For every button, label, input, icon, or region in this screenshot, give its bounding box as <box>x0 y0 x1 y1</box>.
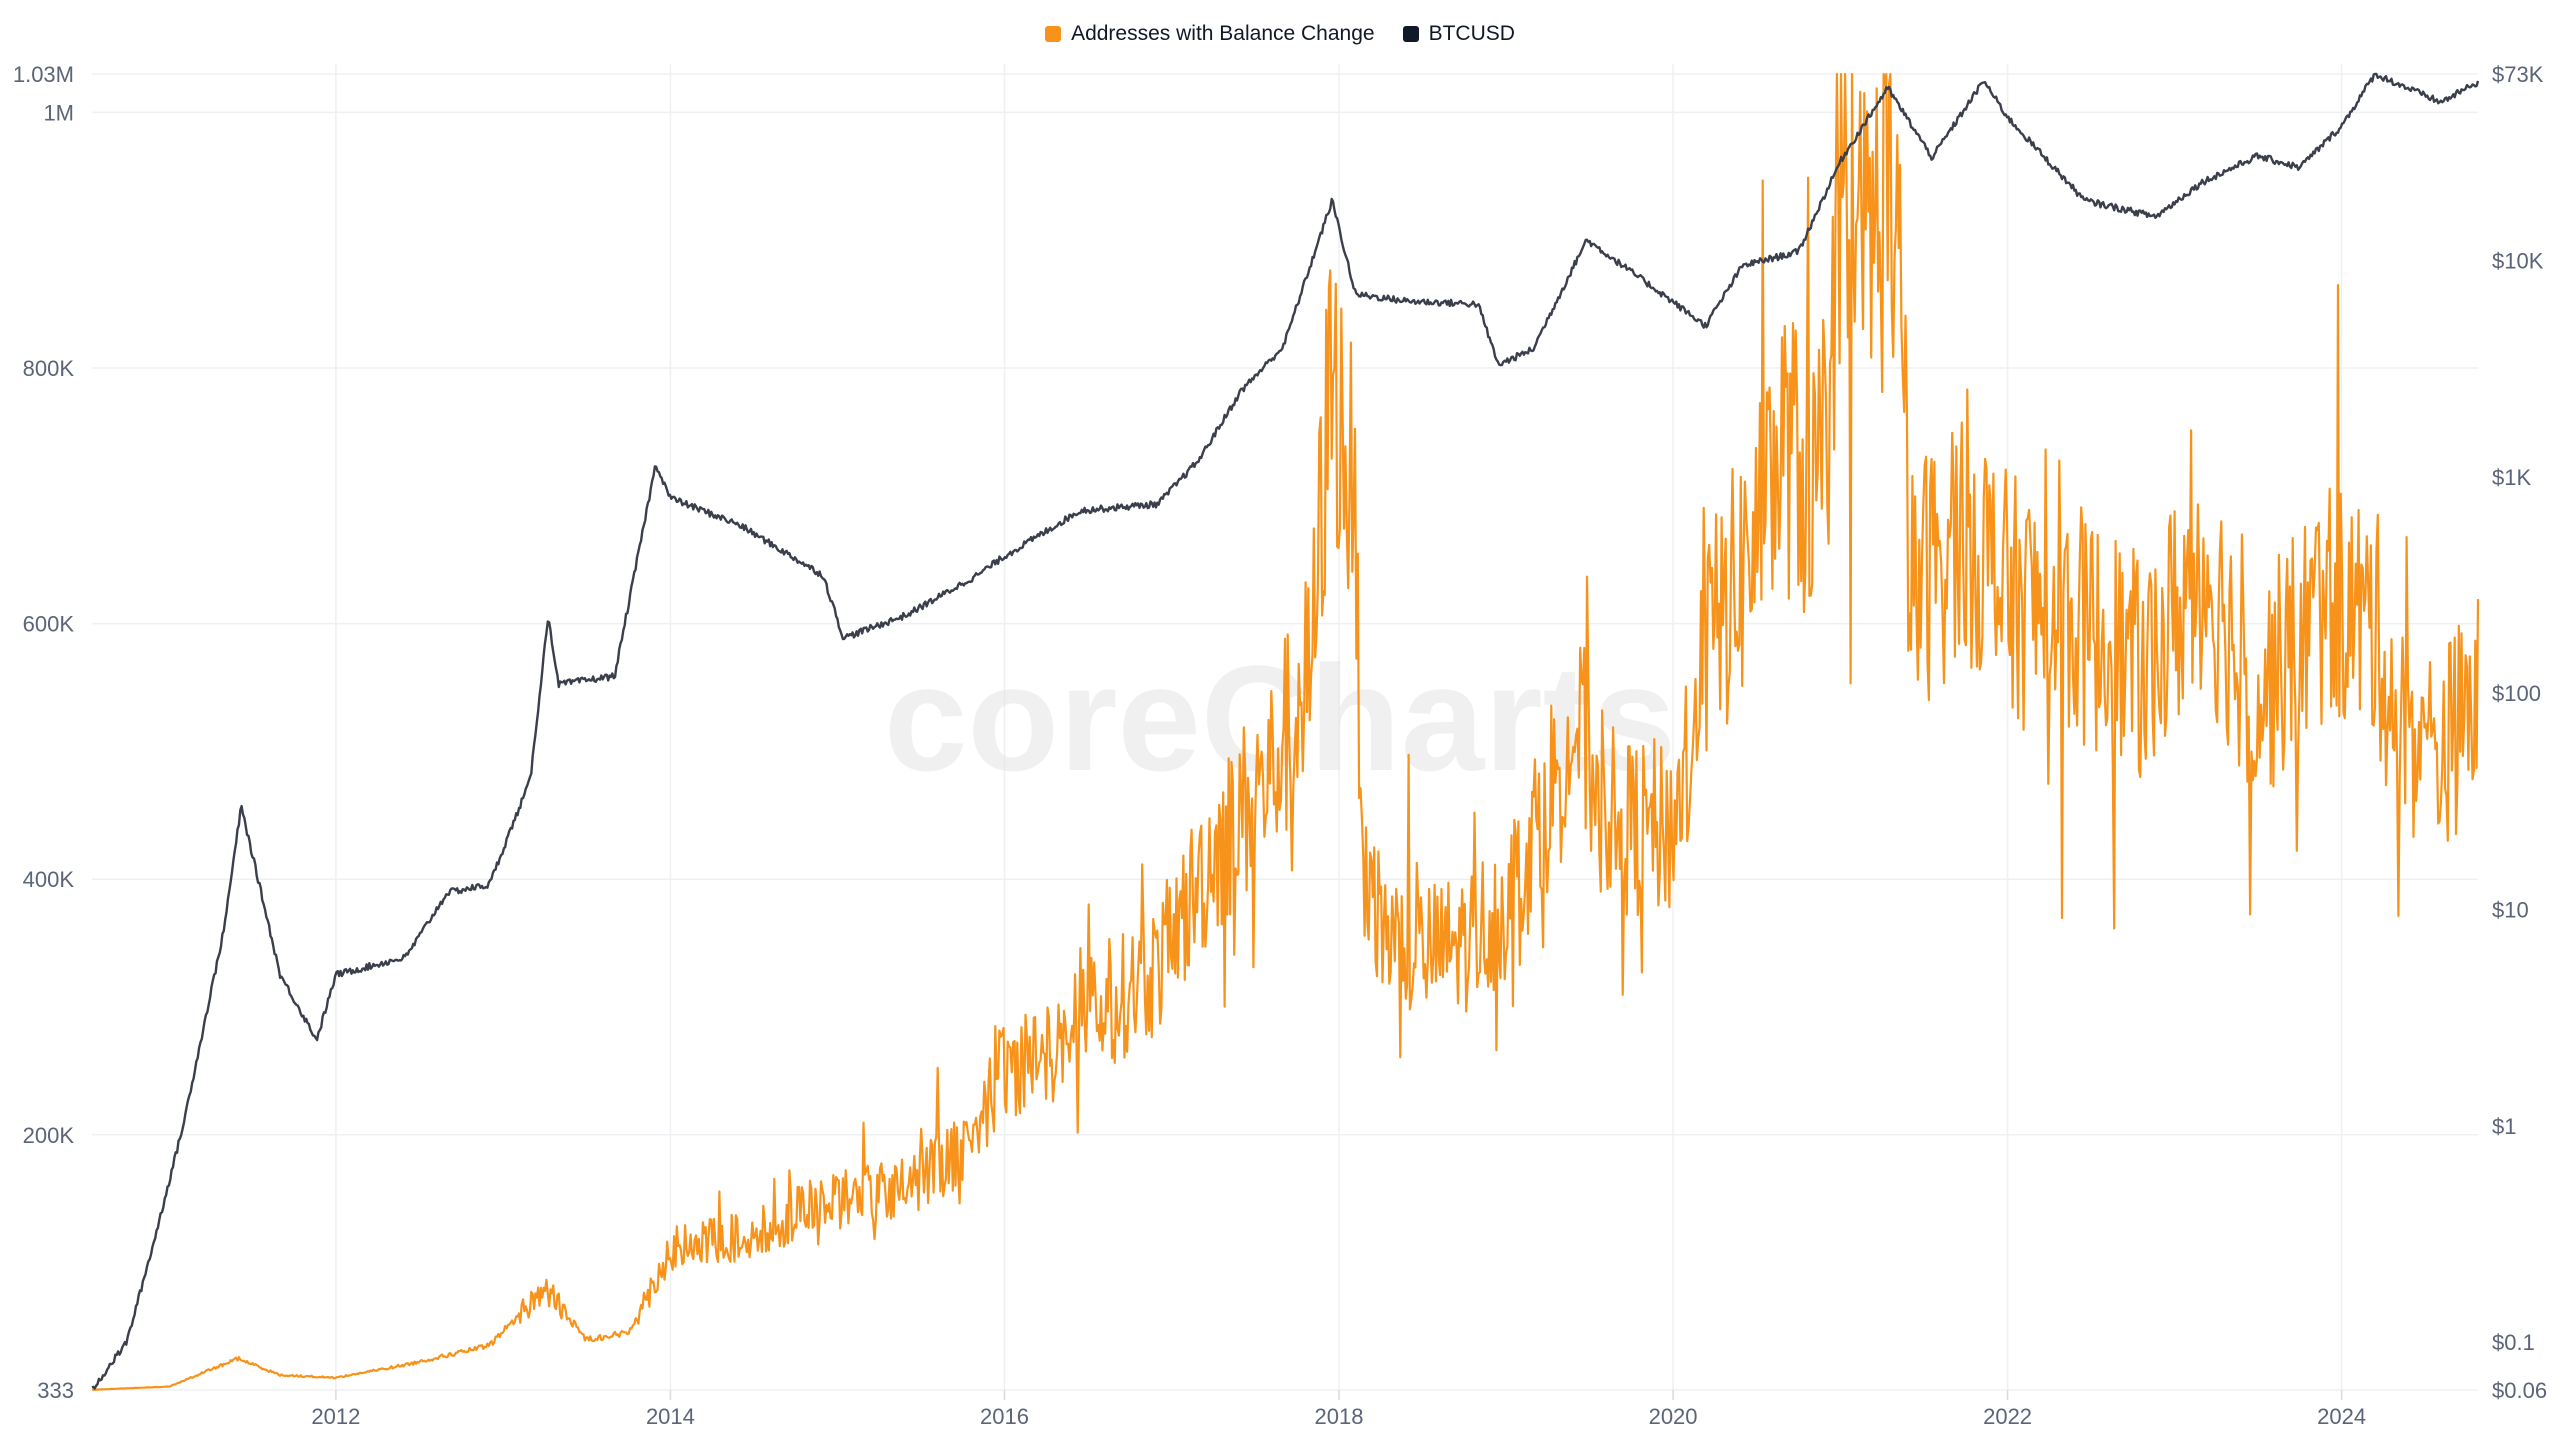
y-left-tick-label: 600K <box>23 612 75 637</box>
x-tick-label: 2016 <box>980 1404 1029 1429</box>
series-addresses <box>91 72 2480 1391</box>
legend-label-btcusd: BTCUSD <box>1428 22 1515 45</box>
series-line-addresses <box>91 72 2480 1391</box>
legend-swatch-btcusd <box>1402 26 1419 42</box>
y-left-tick-label: 333 <box>37 1378 74 1403</box>
y-left-tick-label: 800K <box>23 356 75 381</box>
x-tick-label: 2020 <box>1649 1404 1698 1429</box>
legend: Addresses with Balance Change BTCUSD <box>0 22 2560 46</box>
right-axis: $0.06 $0.1 $1 $10 $100 $1K $10K $73K <box>2492 62 2547 1403</box>
legend-item-btcusd[interactable]: BTCUSD <box>1402 22 1515 46</box>
x-grid-lines <box>335 64 2343 1390</box>
legend-label-addresses: Addresses with Balance Change <box>1071 22 1375 45</box>
y-right-tick-label: $0.1 <box>2492 1330 2535 1355</box>
y-right-tick-label: $73K <box>2492 62 2544 87</box>
watermark: coreCharts <box>884 634 1676 802</box>
y-right-tick-label: $100 <box>2492 681 2541 706</box>
left-axis: 333 200K 400K 600K 800K 1M 1.03M <box>13 62 74 1403</box>
x-axis: 2012 2014 2016 2018 2020 2022 2024 <box>311 1390 2366 1429</box>
y-left-tick-label: 1.03M <box>13 62 74 87</box>
y-right-tick-label: $1K <box>2492 465 2531 490</box>
x-tick-label: 2024 <box>2317 1404 2366 1429</box>
y-left-tick-label: 400K <box>23 867 75 892</box>
series-btcusd <box>91 72 2480 1390</box>
series-line-btcusd <box>91 72 2480 1390</box>
legend-swatch-addresses <box>1045 26 1062 42</box>
y-right-tick-label: $10 <box>2492 897 2529 922</box>
y-right-tick-label: $1 <box>2492 1114 2516 1139</box>
y-right-tick-label: $0.06 <box>2492 1378 2547 1403</box>
x-tick-label: 2018 <box>1315 1404 1364 1429</box>
x-tick-label: 2022 <box>1983 1404 2032 1429</box>
y-right-tick-label: $10K <box>2492 249 2544 274</box>
y-left-tick-label: 200K <box>23 1123 75 1148</box>
y-left-tick-label: 1M <box>43 100 74 125</box>
legend-item-addresses[interactable]: Addresses with Balance Change <box>1045 22 1375 46</box>
x-tick-label: 2014 <box>646 1404 695 1429</box>
x-tick-label: 2012 <box>311 1404 360 1429</box>
